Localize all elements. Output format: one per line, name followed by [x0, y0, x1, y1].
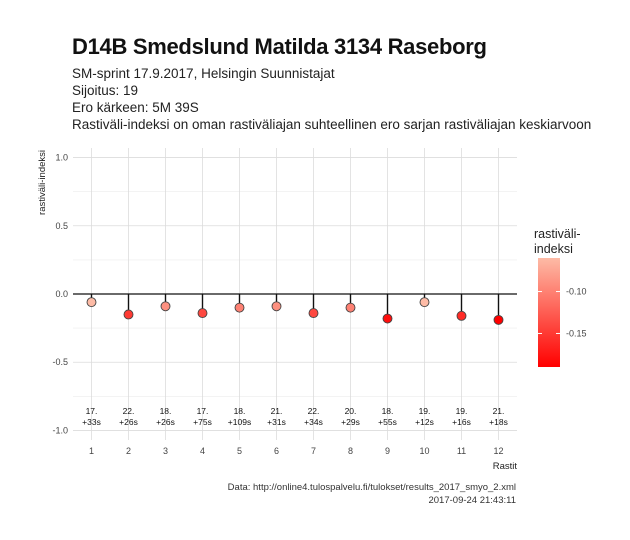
point-label-diff: +12s	[415, 417, 434, 427]
x-tick-label: 9	[385, 446, 390, 456]
legend-colorbar	[538, 258, 560, 367]
data-point	[234, 302, 245, 313]
point-label-diff: +18s	[489, 417, 508, 427]
data-point	[86, 297, 97, 308]
point-label-rank: 21.	[493, 406, 505, 416]
data-point	[345, 302, 356, 313]
point-label-rank: 20.	[345, 406, 357, 416]
point-label-diff: +109s	[228, 417, 251, 427]
point-label-rank: 19.	[456, 406, 468, 416]
y-tick-label: -0.5	[52, 357, 68, 367]
x-tick-label: 12	[493, 446, 503, 456]
subtitle-line-2: Sijoitus: 19	[72, 83, 139, 98]
y-tick-label: 1.0	[55, 153, 68, 163]
subtitle-line-1: SM-sprint 17.9.2017, Helsingin Suunnista…	[72, 66, 335, 81]
x-tick-label: 5	[237, 446, 242, 456]
y-tick-label: 0.0	[55, 289, 68, 299]
x-tick-label: 1	[89, 446, 94, 456]
data-point	[419, 297, 430, 308]
data-point	[123, 309, 134, 320]
point-label-diff: +26s	[156, 417, 175, 427]
point-label-rank: 22.	[308, 406, 320, 416]
point-label-diff: +55s	[378, 417, 397, 427]
data-point	[382, 313, 393, 324]
point-label-diff: +33s	[82, 417, 101, 427]
x-tick-label: 6	[274, 446, 279, 456]
data-point	[308, 308, 319, 319]
point-label-rank: 18.	[234, 406, 246, 416]
chart-title: D14B Smedslund Matilda 3134 Raseborg	[72, 34, 487, 59]
point-label-rank: 21.	[271, 406, 283, 416]
y-tick-label: -1.0	[52, 425, 68, 435]
subtitle-line-3: Ero kärkeen: 5M 39S	[72, 100, 199, 115]
x-tick-label: 11	[457, 446, 466, 456]
y-axis-title: rastiväli-indeksi	[37, 150, 48, 215]
x-tick-label: 10	[419, 446, 429, 456]
data-point	[456, 310, 467, 321]
x-tick-label: 4	[200, 446, 205, 456]
point-label-rank: 22.	[123, 406, 135, 416]
point-label-diff: +26s	[119, 417, 138, 427]
data-point	[493, 314, 504, 325]
data-point	[160, 301, 171, 312]
point-label-rank: 17.	[86, 406, 98, 416]
legend-title-line-1: rastiväli-	[534, 227, 581, 241]
point-label-diff: +31s	[267, 417, 286, 427]
point-label-diff: +75s	[193, 417, 212, 427]
point-label-rank: 19.	[419, 406, 431, 416]
data-point	[197, 308, 208, 319]
point-label-rank: 18.	[160, 406, 172, 416]
legend-title-line-2: indeksi	[534, 242, 573, 256]
point-label-diff: +16s	[452, 417, 471, 427]
timestamp-caption: 2017-09-24 21:43:11	[428, 495, 516, 506]
x-tick-label: 2	[126, 446, 131, 456]
x-tick-label: 3	[163, 446, 168, 456]
point-label-diff: +34s	[304, 417, 323, 427]
data-point	[271, 301, 282, 312]
legend-tick-label: -0.15	[566, 328, 587, 338]
x-tick-label: 8	[348, 446, 353, 456]
x-axis-title: Rastit	[493, 461, 518, 472]
x-tick-label: 7	[311, 446, 316, 456]
y-tick-label: 0.5	[55, 221, 68, 231]
data-source-caption: Data: http://online4.tulospalvelu.fi/tul…	[227, 482, 516, 493]
point-label-diff: +29s	[341, 417, 360, 427]
point-label-rank: 17.	[197, 406, 209, 416]
subtitle-line-4: Rastiväli-indeksi on oman rastiväliajan …	[72, 117, 592, 132]
legend-tick-label: -0.10	[566, 287, 587, 297]
point-label-rank: 18.	[382, 406, 394, 416]
